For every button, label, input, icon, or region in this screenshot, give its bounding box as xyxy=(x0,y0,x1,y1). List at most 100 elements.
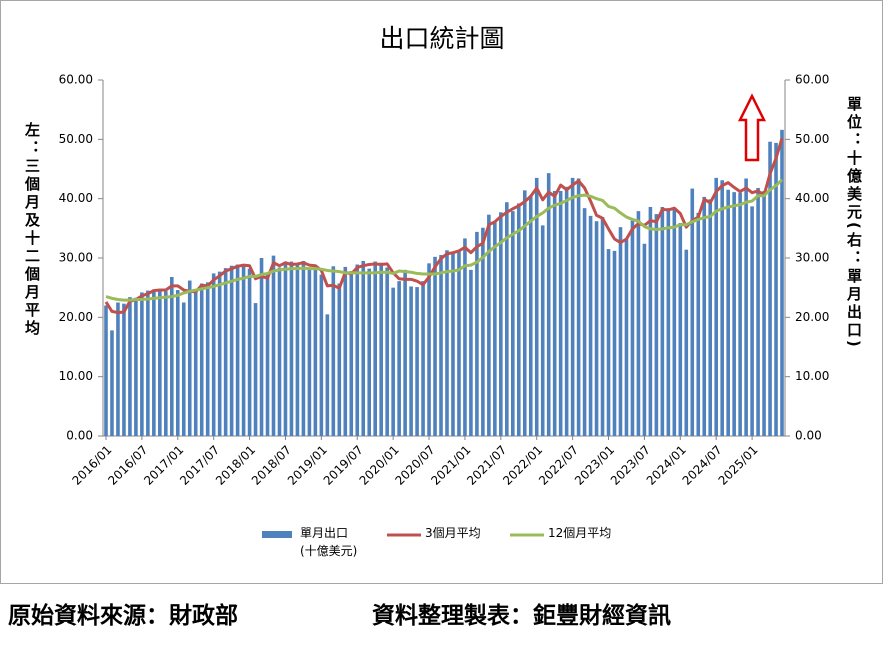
bar xyxy=(367,268,372,436)
bar xyxy=(259,258,264,436)
bar xyxy=(511,211,515,436)
bar xyxy=(433,256,437,436)
bar xyxy=(475,231,479,436)
bar xyxy=(666,208,671,436)
footer-source: 原始資料來源：財政部 xyxy=(8,602,238,629)
y2-tick-label: 20.00 xyxy=(795,310,829,324)
bar xyxy=(487,214,491,436)
bar xyxy=(552,190,557,436)
bar xyxy=(247,268,252,436)
y-tick-label: 20.00 xyxy=(59,310,93,324)
bar xyxy=(187,280,192,436)
bar xyxy=(116,302,120,436)
bar xyxy=(313,268,318,436)
bar xyxy=(546,173,551,437)
bar xyxy=(732,192,736,436)
bar xyxy=(409,286,413,436)
bar xyxy=(164,291,168,436)
bar xyxy=(325,314,330,436)
legend-label: 12個月平均 xyxy=(548,526,612,540)
bar xyxy=(134,297,138,436)
bar xyxy=(534,177,539,436)
bar xyxy=(289,261,294,436)
bar xyxy=(624,239,629,436)
legend-item xyxy=(262,531,292,538)
y-tick-label: 40.00 xyxy=(59,191,93,205)
bar xyxy=(307,268,312,436)
bar xyxy=(780,129,784,436)
bar xyxy=(439,255,443,436)
bar xyxy=(457,250,461,436)
up-arrow xyxy=(737,93,767,162)
bar xyxy=(271,255,276,436)
bar xyxy=(600,217,605,436)
bar xyxy=(660,206,665,436)
bar xyxy=(582,208,587,436)
y-tick-label: 0.00 xyxy=(66,429,93,443)
bar xyxy=(385,267,389,436)
bar xyxy=(110,330,114,436)
bar xyxy=(702,196,707,436)
bar xyxy=(403,269,407,436)
bar xyxy=(283,264,288,436)
footer-maker: 資料整理製表：鉅豐財經資訊 xyxy=(372,602,671,629)
bar xyxy=(684,249,689,436)
bar xyxy=(277,267,282,436)
bar xyxy=(373,261,377,436)
bar xyxy=(738,192,742,436)
bar xyxy=(229,265,234,436)
bar xyxy=(690,188,695,436)
bar xyxy=(211,273,216,436)
legend-swatch xyxy=(262,531,292,538)
bar xyxy=(337,283,342,436)
bar xyxy=(463,238,467,436)
y-axis-label: 左：三個月及十二個月平均 xyxy=(23,122,41,338)
y2-tick-label: 30.00 xyxy=(795,251,829,265)
bar xyxy=(122,303,126,436)
bar xyxy=(570,177,575,436)
y2-tick-label: 0.00 xyxy=(795,429,822,443)
bar xyxy=(493,222,497,436)
legend-label: 單月出口 (十億美元) xyxy=(300,526,358,558)
bar xyxy=(391,287,395,436)
bar xyxy=(217,271,222,436)
bar xyxy=(331,266,336,436)
bar xyxy=(696,212,701,436)
bar xyxy=(427,263,431,436)
bar xyxy=(630,220,635,436)
bar xyxy=(588,215,593,436)
bar xyxy=(481,227,485,436)
bar xyxy=(744,178,748,436)
bar xyxy=(750,206,754,436)
bar xyxy=(648,206,653,436)
y2-axis-label: 單位：十億美元(右：單月出口) xyxy=(845,96,863,350)
bar xyxy=(612,250,617,436)
bar xyxy=(636,211,641,436)
bar xyxy=(193,291,198,436)
bar xyxy=(355,264,360,436)
bar xyxy=(265,274,270,436)
bar xyxy=(128,297,132,436)
bar xyxy=(516,203,521,436)
bar xyxy=(379,262,383,436)
bar xyxy=(319,274,324,436)
bar xyxy=(170,276,174,436)
line xyxy=(105,178,784,302)
bar xyxy=(672,209,677,436)
bar xyxy=(253,303,258,436)
bar xyxy=(774,142,778,437)
bar xyxy=(152,289,156,436)
y-tick-label: 10.00 xyxy=(59,369,93,383)
line xyxy=(104,137,784,315)
bar xyxy=(397,281,401,436)
bar xyxy=(558,190,563,436)
bar xyxy=(678,222,683,436)
bar xyxy=(146,290,150,436)
bar xyxy=(415,287,419,436)
bar xyxy=(564,186,569,436)
bar xyxy=(205,282,210,436)
x-tick-label: 2025/01 xyxy=(716,443,761,488)
bar xyxy=(654,214,659,436)
bar xyxy=(618,227,623,436)
